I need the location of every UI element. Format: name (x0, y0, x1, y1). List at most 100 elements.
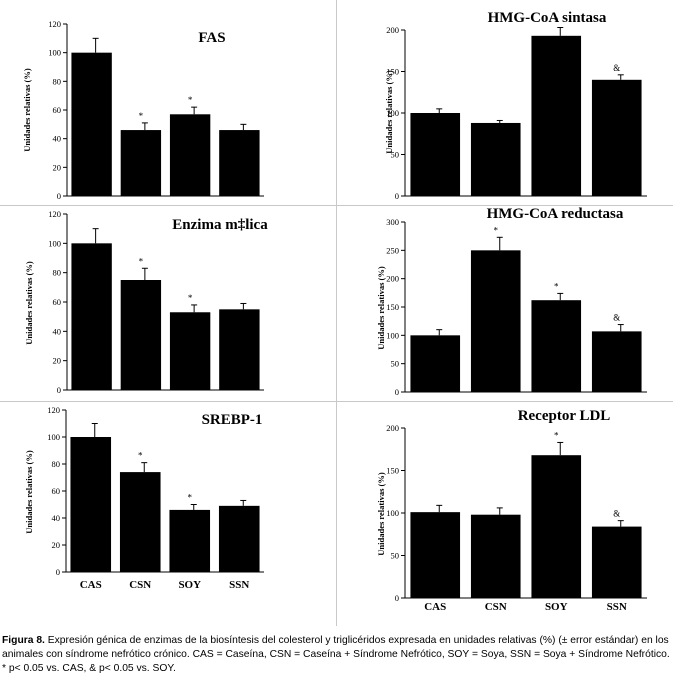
y-tick-label: 120 (48, 19, 61, 29)
y-tick-label: 20 (53, 162, 62, 172)
y-tick-label: 0 (395, 593, 399, 603)
significance-marker: & (613, 509, 620, 519)
chart-title: FAS (198, 30, 225, 46)
significance-marker: * (554, 430, 559, 440)
bar-cas (410, 335, 461, 392)
y-tick-label: 0 (56, 567, 60, 577)
y-tick-label: 100 (386, 508, 399, 518)
y-tick-label: 150 (386, 466, 399, 476)
y-tick-label: 150 (386, 67, 399, 77)
y-tick-label: 60 (53, 105, 62, 115)
bar-soy (531, 35, 582, 197)
caption-label: Figura 8. (2, 635, 45, 646)
caption-text: Expresión génica de enzimas de la biosín… (2, 635, 670, 674)
y-axis-label: Unidades relativas (%) (376, 472, 386, 556)
y-tick-label: 100 (386, 330, 399, 340)
y-tick-label: 250 (386, 245, 399, 255)
bar-soy (169, 509, 211, 572)
chart-fas: 0 20 40 60 80 100 120 * * FAS Unidades relativas (… (0, 0, 336, 205)
y-axis-label: Unidades relativas (%) (24, 261, 34, 345)
bar-soy (169, 114, 211, 196)
category-label-ssn: SSN (229, 579, 249, 591)
y-tick-label: 40 (53, 326, 62, 336)
category-label-cas: CAS (80, 579, 102, 591)
figure-caption: Figura 8. Expresión génica de enzimas de… (2, 634, 670, 676)
significance-marker: * (554, 281, 559, 291)
y-tick-label: 50 (391, 551, 400, 561)
category-label-cas: CAS (424, 601, 446, 613)
significance-marker: * (494, 225, 499, 235)
y-tick-label: 50 (391, 359, 400, 369)
bar-cas (71, 52, 112, 196)
y-axis-label: Unidades relativas (%) (376, 266, 386, 350)
chart-srebp-1: 0 20 40 60 80 100 120 CAS * CSN * SOY SSN SREBP-1 Unid… (0, 402, 336, 627)
chart-enzima-malica: 0 20 40 60 80 100 120 * * Enzima m‡lica Unidades r… (0, 206, 336, 401)
category-label-ssn: SSN (607, 601, 627, 613)
bar-ssn (219, 130, 260, 196)
bar-csn (470, 514, 521, 598)
y-tick-label: 150 (386, 302, 399, 312)
bar-cas (410, 512, 461, 598)
chart-receptor-ldl-svg: 0 50 100 150 200 CAS CSN * SOY & SSN Receptor LDL Un… (376, 408, 647, 613)
chart-title: HMG-CoA reductasa (487, 206, 624, 222)
y-tick-label: 40 (53, 134, 62, 144)
bar-cas (70, 437, 112, 572)
significance-marker: * (554, 16, 559, 26)
bar-csn (470, 122, 521, 196)
y-tick-label: 80 (52, 459, 61, 469)
significance-marker: * (188, 293, 193, 303)
y-tick-label: 40 (52, 513, 61, 523)
y-tick-label: 0 (57, 191, 61, 201)
y-tick-label: 100 (47, 432, 60, 442)
bar-ssn (219, 309, 260, 390)
chart-enzima-malica-svg: 0 20 40 60 80 100 120 * * Enzima m‡lica Unidades r… (24, 209, 268, 395)
chart-srebp-1-svg: 0 20 40 60 80 100 120 CAS * CSN * SOY SSN SREBP-1 Unid… (24, 405, 264, 591)
category-label-soy: SOY (545, 601, 568, 613)
bar-cas (410, 113, 461, 196)
category-label-csn: CSN (129, 579, 151, 591)
y-axis-label: Unidades relativas (%) (24, 450, 34, 534)
significance-marker: * (188, 493, 193, 503)
bar-ssn (218, 505, 260, 572)
y-tick-label: 100 (48, 238, 61, 248)
chart-receptor-ldl: 0 50 100 150 200 CAS CSN * SOY & SSN Receptor LDL Un… (337, 402, 673, 627)
significance-marker: & (613, 313, 620, 323)
y-tick-label: 80 (53, 268, 62, 278)
significance-marker: * (139, 111, 144, 121)
bar-csn (120, 280, 162, 390)
bar-ssn (591, 526, 642, 598)
y-tick-label: 200 (386, 423, 399, 433)
y-tick-label: 60 (53, 297, 62, 307)
y-tick-label: 0 (395, 191, 399, 201)
y-axis-label: Unidades relativas (%) (384, 70, 394, 154)
bar-ssn (591, 79, 642, 196)
y-tick-label: 0 (57, 385, 61, 395)
chart-hmg-coa-sintasa: 0 50 100 150 200 * & HMG-CoA sintasa Unidades re… (337, 0, 673, 205)
bar-cas (71, 243, 112, 390)
bar-csn (119, 472, 161, 572)
bar-soy (169, 312, 211, 390)
bar-soy (531, 455, 582, 598)
chart-hmg-coa-reductasa: 0 50 100 150 200 250 300 * * & HMG-CoA reductasa Un… (337, 206, 673, 401)
y-tick-label: 20 (52, 540, 61, 550)
y-tick-label: 50 (391, 150, 400, 160)
y-tick-label: 60 (52, 486, 61, 496)
significance-marker: & (613, 63, 620, 73)
chart-title: SREBP-1 (202, 412, 263, 428)
chart-hmg-coa-reductasa-svg: 0 50 100 150 200 250 300 * * & HMG-CoA reductasa Un… (376, 206, 647, 397)
chart-fas-svg: 0 20 40 60 80 100 120 * * FAS Unidades relativas (… (22, 19, 264, 201)
category-label-csn: CSN (485, 601, 507, 613)
significance-marker: * (139, 256, 144, 266)
significance-marker: * (138, 451, 143, 461)
y-tick-label: 300 (386, 217, 399, 227)
bar-ssn (591, 331, 642, 392)
y-tick-label: 100 (386, 108, 399, 118)
y-tick-label: 200 (386, 274, 399, 284)
y-axis-label: Unidades relativas (%) (22, 68, 32, 152)
y-tick-label: 80 (53, 76, 62, 86)
category-label-soy: SOY (178, 579, 201, 591)
bar-soy (531, 300, 582, 392)
y-tick-label: 120 (48, 209, 61, 219)
bar-csn (120, 130, 162, 196)
y-tick-label: 0 (395, 387, 399, 397)
